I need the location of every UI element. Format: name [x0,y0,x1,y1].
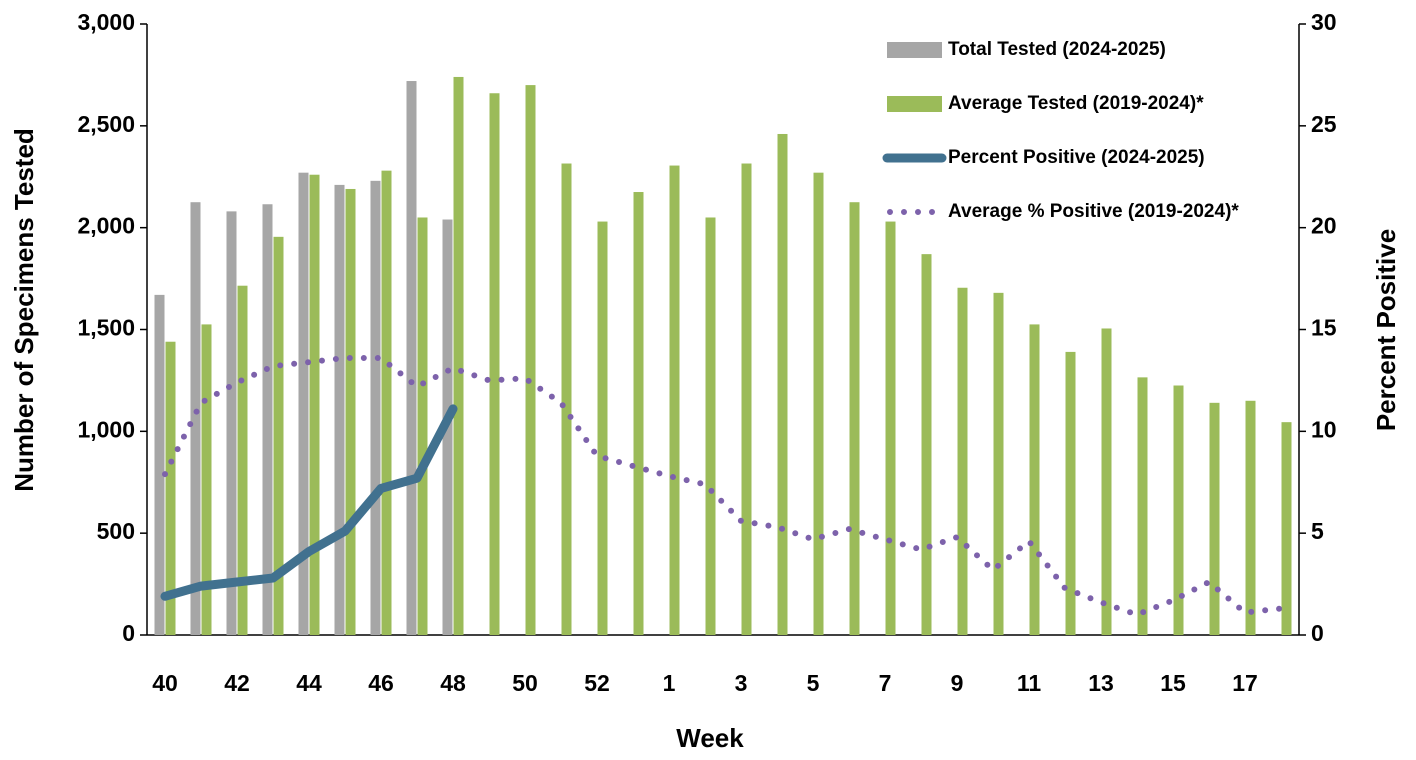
y-tick-label: 1,000 [77,416,135,442]
bar [561,163,572,636]
y-tick-label: 2,000 [77,213,135,239]
legend-swatch [887,96,942,112]
bar [453,76,464,636]
bar [669,165,680,635]
x-tick-label: 50 [512,670,538,696]
y-tick-label: 500 [97,518,135,544]
bar [813,172,824,635]
x-tick-label: 42 [224,670,250,696]
y2-tick-label: 10 [1311,416,1337,442]
x-tick-label: 48 [440,670,466,696]
x-axis-title: Week [676,723,744,753]
bar [201,324,212,635]
x-tick-label: 3 [735,670,748,696]
y-tick-label: 3,000 [77,9,135,35]
bar [1245,400,1256,635]
y-tick-label: 1,500 [77,315,135,341]
bar [226,211,237,635]
y2-tick-label: 25 [1311,111,1337,137]
x-tick-label: 13 [1088,670,1114,696]
x-tick-label: 52 [584,670,610,696]
bar [633,192,644,635]
x-tick-label: 9 [951,670,964,696]
x-tick-label: 44 [296,670,322,696]
bar [1101,328,1112,635]
x-tick-label: 1 [663,670,676,696]
bar [1209,402,1220,635]
bar [489,93,500,636]
x-tick-label: 40 [152,670,178,696]
bar [1137,377,1148,635]
bar [190,202,201,636]
bar [309,174,320,636]
y2-tick-label: 15 [1311,315,1337,341]
bar [262,204,273,635]
bar [406,81,417,635]
bar [849,202,860,636]
bar [154,294,165,635]
bar [370,180,381,635]
legend-swatch [887,42,942,58]
y2-tick-label: 5 [1311,518,1324,544]
bar [237,285,248,635]
legend-label: Total Tested (2024-2025) [948,39,1166,60]
legend-label: Average Tested (2019-2024)* [948,93,1204,114]
x-tick-label: 11 [1017,670,1042,696]
x-tick-label: 15 [1160,670,1186,696]
bar [1065,351,1076,635]
y2-tick-label: 30 [1311,9,1337,35]
bar [417,217,428,635]
bar [705,217,716,635]
y-axis-title: Number of Specimens Tested [9,128,39,492]
bar [1029,324,1040,635]
y-tick-label: 0 [122,620,135,646]
bar [273,236,284,635]
bar [334,184,345,635]
bar [741,163,752,636]
y2-tick-label: 20 [1311,213,1337,239]
bar [165,341,176,635]
bar [1173,385,1184,635]
bar [345,188,356,635]
bar [957,287,968,635]
bar [597,221,608,635]
line [162,355,1284,618]
x-tick-label: 17 [1232,670,1258,696]
bar [298,172,309,635]
bar [381,170,392,635]
bar [777,133,788,636]
y-tick-label: 2,500 [77,111,135,137]
x-tick-label: 7 [879,670,892,696]
x-tick-label: 5 [807,670,820,696]
line [160,404,458,601]
bar [921,254,932,636]
y2-axis-title: Percent Positive [1371,229,1401,431]
bar [525,85,536,636]
legend-label: Percent Positive (2024-2025) [948,147,1205,168]
bar [993,292,1004,635]
legend-label: Average % Positive (2019-2024)* [948,201,1239,222]
y2-tick-label: 0 [1311,620,1324,646]
bar [885,221,896,635]
bar [1281,422,1292,635]
x-tick-label: 46 [368,670,394,696]
